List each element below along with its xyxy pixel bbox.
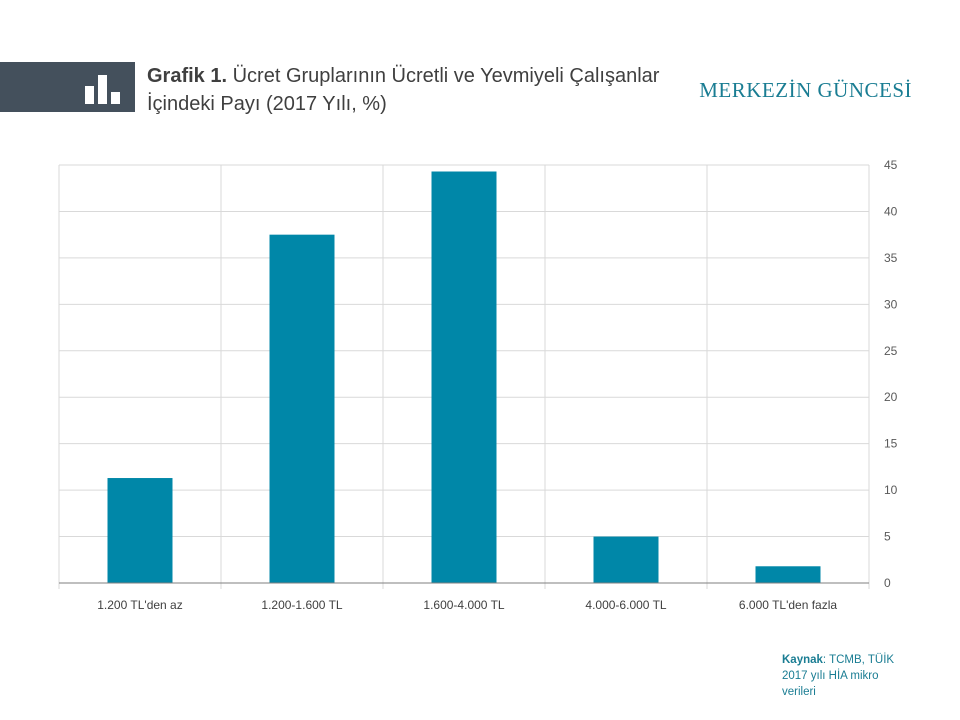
y-tick-label: 10 bbox=[884, 483, 898, 497]
brand-logo-text: MERKEZİN GÜNCESİ bbox=[699, 78, 912, 102]
title-text: Ücret Gruplarının Ücretli ve Yevmiyeli Ç… bbox=[147, 65, 660, 115]
bar bbox=[107, 478, 173, 583]
page-title: Grafik 1. Ücret Gruplarının Ücretli ve Y… bbox=[147, 62, 707, 118]
x-tick-label: 1.200 TL'den az bbox=[97, 598, 182, 612]
bar-chart-icon bbox=[85, 75, 120, 104]
bar bbox=[593, 536, 659, 583]
bar bbox=[431, 171, 497, 583]
x-tick-label: 6.000 TL'den fazla bbox=[739, 598, 837, 612]
y-tick-label: 30 bbox=[884, 297, 898, 311]
y-tick-label: 5 bbox=[884, 530, 891, 544]
source-text: : TCMB, TÜİK 2017 yılı HİA mikro veriler… bbox=[782, 654, 895, 698]
source-label: Kaynak bbox=[782, 654, 823, 666]
bar bbox=[269, 234, 335, 583]
y-tick-label: 15 bbox=[884, 437, 898, 451]
bar bbox=[755, 566, 821, 583]
y-tick-label: 25 bbox=[884, 344, 898, 358]
y-tick-label: 35 bbox=[884, 251, 898, 265]
y-tick-label: 0 bbox=[884, 576, 891, 590]
x-tick-label: 4.000-6.000 TL bbox=[585, 598, 667, 612]
header-icon-block bbox=[0, 62, 135, 112]
y-tick-label: 20 bbox=[884, 390, 898, 404]
y-tick-label: 45 bbox=[884, 158, 898, 172]
y-tick-label: 40 bbox=[884, 204, 898, 218]
x-tick-label: 1.600-4.000 TL bbox=[423, 598, 505, 612]
source-note: Kaynak: TCMB, TÜİK 2017 yılı HİA mikro v… bbox=[782, 652, 902, 700]
x-tick-label: 1.200-1.600 TL bbox=[261, 598, 343, 612]
title-lead: Grafik 1. bbox=[147, 65, 228, 87]
